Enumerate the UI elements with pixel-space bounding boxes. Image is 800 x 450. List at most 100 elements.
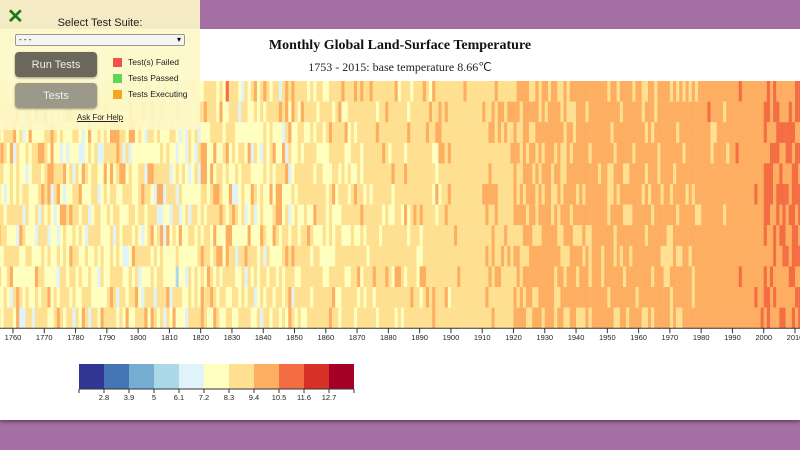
heatmap-cell[interactable] — [134, 184, 139, 205]
heatmap-cell[interactable] — [454, 225, 458, 246]
heatmap-cell[interactable] — [622, 266, 627, 288]
heatmap-cell[interactable] — [181, 266, 186, 288]
heatmap-cell[interactable] — [225, 307, 230, 329]
heatmap-cell[interactable] — [50, 142, 54, 164]
heatmap-cell[interactable] — [128, 266, 133, 288]
heatmap-cell[interactable] — [119, 225, 123, 246]
heatmap-cell[interactable] — [131, 245, 136, 267]
heatmap-cell[interactable] — [666, 122, 671, 143]
heatmap-cell[interactable] — [454, 245, 458, 267]
heatmap-cell[interactable] — [785, 204, 789, 226]
heatmap-cell[interactable] — [375, 266, 380, 288]
heatmap-cell[interactable] — [435, 225, 439, 246]
heatmap-cell[interactable] — [429, 287, 433, 308]
heatmap-cell[interactable] — [591, 225, 596, 246]
heatmap-cell[interactable] — [588, 287, 592, 308]
heatmap-cell[interactable] — [28, 307, 32, 329]
heatmap-cell[interactable] — [285, 184, 289, 205]
heatmap-cell[interactable] — [228, 163, 233, 185]
heatmap-cell[interactable] — [785, 163, 789, 185]
heatmap-cell[interactable] — [676, 245, 680, 267]
heatmap-cell[interactable] — [125, 142, 129, 164]
heatmap-cell[interactable] — [181, 142, 186, 164]
heatmap-cell[interactable] — [413, 184, 417, 205]
heatmap-cell[interactable] — [350, 225, 355, 246]
heatmap-cell[interactable] — [19, 122, 23, 143]
heatmap-cell[interactable] — [769, 287, 774, 308]
heatmap-cell[interactable] — [72, 307, 76, 329]
heatmap-cell[interactable] — [757, 142, 761, 164]
heatmap-cell[interactable] — [256, 81, 261, 102]
heatmap-cell[interactable] — [178, 142, 183, 164]
heatmap-cell[interactable] — [647, 245, 652, 267]
heatmap-cell[interactable] — [291, 122, 295, 143]
heatmap-cell[interactable] — [100, 245, 104, 267]
heatmap-cell[interactable] — [735, 225, 739, 246]
heatmap-cell[interactable] — [754, 266, 758, 288]
heatmap-cell[interactable] — [266, 101, 270, 123]
heatmap-cell[interactable] — [66, 163, 70, 185]
heatmap-cell[interactable] — [466, 163, 470, 185]
heatmap-cell[interactable] — [357, 287, 361, 308]
heatmap-cell[interactable] — [38, 122, 42, 143]
heatmap-cell[interactable] — [622, 307, 627, 329]
heatmap-cell[interactable] — [119, 204, 123, 226]
heatmap-cell[interactable] — [141, 266, 145, 288]
heatmap-cell[interactable] — [250, 204, 255, 226]
heatmap-cell[interactable] — [28, 204, 32, 226]
heatmap-cell[interactable] — [138, 307, 142, 329]
heatmap-cell[interactable] — [106, 307, 111, 329]
heatmap-cell[interactable] — [357, 184, 361, 205]
heatmap-cell[interactable] — [760, 204, 764, 226]
heatmap-cell[interactable] — [713, 307, 717, 329]
heatmap-cell[interactable] — [16, 184, 20, 205]
heatmap-cell[interactable] — [432, 101, 436, 123]
heatmap-cell[interactable] — [322, 101, 326, 123]
heatmap-cell[interactable] — [297, 163, 301, 185]
heatmap-cell[interactable] — [798, 245, 800, 267]
heatmap-cell[interactable] — [113, 204, 117, 226]
heatmap-cell[interactable] — [538, 266, 542, 288]
heatmap-cell[interactable] — [422, 81, 427, 102]
heatmap-cell[interactable] — [282, 184, 286, 205]
heatmap-cell[interactable] — [6, 266, 11, 288]
heatmap-cell[interactable] — [791, 101, 796, 123]
heatmap-cell[interactable] — [560, 266, 564, 288]
heatmap-cell[interactable] — [673, 287, 677, 308]
heatmap-cell[interactable] — [34, 204, 39, 226]
heatmap-cell[interactable] — [147, 204, 151, 226]
heatmap-cell[interactable] — [200, 122, 205, 143]
heatmap-cell[interactable] — [723, 225, 727, 246]
heatmap-cell[interactable] — [307, 266, 311, 288]
heatmap-cell[interactable] — [654, 204, 658, 226]
heatmap-cell[interactable] — [344, 184, 348, 205]
heatmap-cell[interactable] — [50, 287, 54, 308]
heatmap-cell[interactable] — [479, 163, 483, 185]
heatmap-cell[interactable] — [253, 101, 258, 123]
heatmap-cell[interactable] — [269, 307, 273, 329]
heatmap-cell[interactable] — [22, 225, 26, 246]
heatmap-cell[interactable] — [626, 81, 630, 102]
heatmap-cell[interactable] — [760, 122, 764, 143]
heatmap-cell[interactable] — [491, 266, 495, 288]
heatmap-cell[interactable] — [460, 163, 464, 185]
heatmap-cell[interactable] — [0, 122, 4, 143]
heatmap-cell[interactable] — [38, 142, 42, 164]
heatmap-cell[interactable] — [385, 204, 389, 226]
heatmap-cell[interactable] — [682, 81, 686, 102]
heatmap-cell[interactable] — [175, 163, 179, 185]
heatmap-cell[interactable] — [407, 81, 411, 102]
heatmap-cell[interactable] — [81, 287, 86, 308]
heatmap-cell[interactable] — [378, 122, 383, 143]
heatmap-cell[interactable] — [404, 122, 408, 143]
heatmap-cell[interactable] — [685, 266, 689, 288]
heatmap-cell[interactable] — [269, 225, 273, 246]
heatmap-cell[interactable] — [253, 163, 258, 185]
heatmap-cell[interactable] — [50, 122, 54, 143]
heatmap-cell[interactable] — [613, 245, 617, 267]
heatmap-cell[interactable] — [641, 245, 646, 267]
heatmap-cell[interactable] — [507, 266, 511, 288]
heatmap-cell[interactable] — [156, 266, 161, 288]
heatmap-cell[interactable] — [103, 225, 108, 246]
heatmap-cell[interactable] — [141, 163, 145, 185]
